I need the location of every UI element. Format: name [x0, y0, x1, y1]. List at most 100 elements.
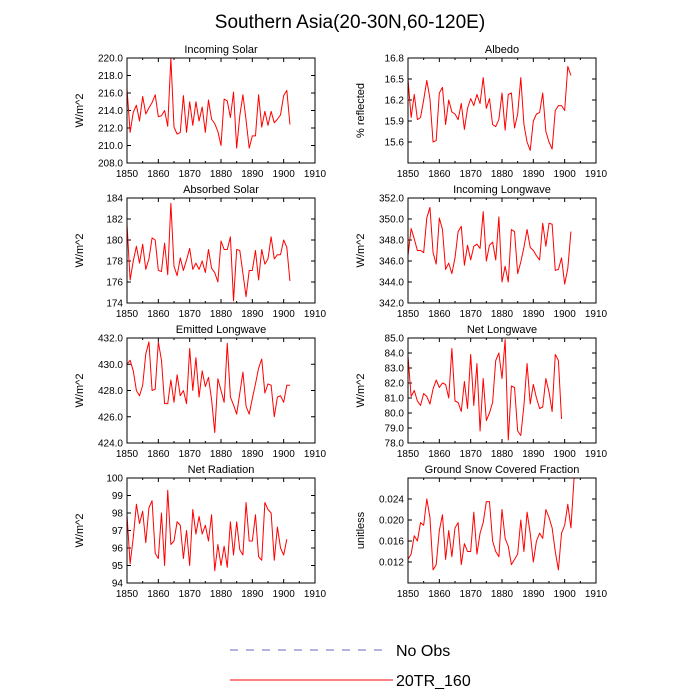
- y-tick-label: 428.0: [98, 386, 123, 397]
- y-tick-label: 15.9: [385, 117, 405, 128]
- series-line-20tr-160: [127, 202, 291, 302]
- series-line-20tr-160: [408, 339, 563, 441]
- y-tick-label: 210.0: [98, 141, 123, 152]
- x-tick-label: 1870: [179, 309, 202, 320]
- y-tick-label: 95: [112, 561, 124, 572]
- y-axis-label-emitted-longwave: W/m^2: [74, 374, 86, 408]
- y-tick-label: 432.0: [98, 334, 123, 345]
- y-axis-label-ground-snow-covered-fraction: unitless: [355, 511, 367, 549]
- x-tick-label: 1880: [210, 309, 233, 320]
- x-tick-label: 1880: [210, 589, 233, 600]
- x-tick-label: 1900: [273, 309, 296, 320]
- series-line-20tr-160: [127, 489, 288, 572]
- panel-title-net-longwave: Net Longwave: [467, 324, 537, 336]
- y-tick-label: 174: [106, 299, 123, 310]
- panel-title-net-radiation: Net Radiation: [188, 464, 255, 476]
- y-tick-label: 178: [106, 257, 123, 268]
- x-tick-label: 1860: [428, 169, 451, 180]
- x-tick-label: 1910: [585, 589, 608, 600]
- y-tick-label: 84.0: [385, 349, 405, 360]
- x-tick-label: 1900: [273, 449, 296, 460]
- x-tick-label: 1850: [397, 169, 420, 180]
- y-tick-label: 82.0: [385, 379, 405, 390]
- y-axis-label-albedo: % reflected: [355, 83, 367, 138]
- y-tick-label: 430.0: [98, 360, 123, 371]
- x-tick-label: 1890: [241, 309, 264, 320]
- y-tick-label: 216.0: [98, 89, 123, 100]
- y-tick-label: 80.0: [385, 409, 405, 420]
- series-line-20tr-160: [408, 206, 572, 285]
- panel-title-albedo: Albedo: [485, 44, 519, 56]
- x-tick-label: 1880: [210, 449, 233, 460]
- y-tick-label: 184: [106, 194, 123, 205]
- y-tick-label: 342.0: [379, 299, 404, 310]
- series-line-20tr-160: [127, 57, 291, 149]
- x-tick-label: 1890: [241, 589, 264, 600]
- y-tick-label: 16.2: [385, 96, 405, 107]
- panel-net-radiation: Net Radiation W/m^2 1850 1860 1870 1880 1890 19…: [74, 464, 327, 600]
- x-tick-label: 1900: [554, 589, 577, 600]
- y-tick-label: 344.0: [379, 278, 404, 289]
- series-line-20tr-160: [408, 65, 572, 151]
- y-axis-label-incoming-solar: W/m^2: [74, 94, 86, 128]
- y-tick-label: 85.0: [385, 334, 405, 345]
- y-tick-label: 0.020: [379, 516, 404, 527]
- x-tick-label: 1900: [554, 309, 577, 320]
- x-tick-label: 1890: [241, 169, 264, 180]
- x-tick-label: 1890: [522, 309, 545, 320]
- x-tick-label: 1880: [491, 169, 514, 180]
- y-tick-label: 94: [112, 579, 124, 590]
- legend: No Obs 20TR_160: [230, 643, 471, 690]
- x-tick-label: 1850: [397, 449, 420, 460]
- x-tick-label: 1880: [491, 589, 514, 600]
- figure-title: Southern Asia(20-30N,60-120E): [215, 12, 485, 33]
- x-tick-label: 1910: [585, 449, 608, 460]
- y-tick-label: 176: [106, 278, 123, 289]
- panel-title-emitted-longwave: Emitted Longwave: [176, 324, 267, 336]
- y-tick-label: 97: [112, 526, 124, 537]
- y-tick-label: 83.0: [385, 364, 405, 375]
- panel-incoming-longwave: Incoming Longwave W/m^2 1850 1860 1870 1880 18…: [355, 184, 608, 320]
- x-tick-label: 1900: [554, 449, 577, 460]
- y-tick-label: 182: [106, 215, 123, 226]
- plot-frame: [126, 337, 316, 444]
- panel-emitted-longwave: Emitted Longwave W/m^2 1850 1860 1870 1880 189…: [74, 324, 327, 460]
- y-tick-label: 99: [112, 491, 124, 502]
- panel-albedo: Albedo % reflected 1850 1860 1870 1880 1890 190…: [355, 44, 608, 180]
- panel-ground-snow-covered-fraction: Ground Snow Covered Fraction unitless 1850…: [355, 464, 608, 600]
- x-tick-label: 1880: [491, 449, 514, 460]
- x-tick-label: 1850: [116, 449, 139, 460]
- x-tick-label: 1910: [585, 169, 608, 180]
- plot-frame: [407, 477, 597, 584]
- x-tick-label: 1900: [273, 589, 296, 600]
- y-tick-label: 212.0: [98, 124, 123, 135]
- y-axis-label-net-longwave: W/m^2: [355, 374, 367, 408]
- x-tick-label: 1860: [147, 169, 170, 180]
- y-tick-label: 81.0: [385, 394, 405, 405]
- x-tick-label: 1870: [460, 169, 483, 180]
- x-tick-label: 1850: [397, 309, 420, 320]
- x-tick-label: 1910: [304, 589, 327, 600]
- y-tick-label: 346.0: [379, 257, 404, 268]
- y-tick-label: 180: [106, 236, 123, 247]
- y-tick-label: 0.012: [379, 558, 404, 569]
- panel-title-absorbed-solar: Absorbed Solar: [183, 184, 259, 196]
- y-tick-label: 16.5: [385, 75, 405, 86]
- panel-absorbed-solar: Absorbed Solar W/m^2 1850 1860 1870 1880 1890 1…: [74, 184, 327, 320]
- y-tick-label: 350.0: [379, 215, 404, 226]
- x-tick-label: 1860: [428, 589, 451, 600]
- y-tick-label: 218.0: [98, 71, 123, 82]
- x-tick-label: 1900: [554, 169, 577, 180]
- y-tick-label: 348.0: [379, 236, 404, 247]
- x-tick-label: 1860: [428, 449, 451, 460]
- plot-frame: [407, 57, 597, 164]
- y-tick-label: 98: [112, 509, 124, 520]
- panel-title-ground-snow-covered-fraction: Ground Snow Covered Fraction: [425, 464, 580, 476]
- panel-title-incoming-solar: Incoming Solar: [184, 44, 258, 56]
- x-tick-label: 1870: [179, 449, 202, 460]
- legend-label-no-obs: No Obs: [396, 643, 450, 660]
- series-line-20tr-160: [408, 477, 575, 571]
- y-tick-label: 352.0: [379, 194, 404, 205]
- x-tick-label: 1910: [304, 449, 327, 460]
- y-tick-label: 0.016: [379, 537, 404, 548]
